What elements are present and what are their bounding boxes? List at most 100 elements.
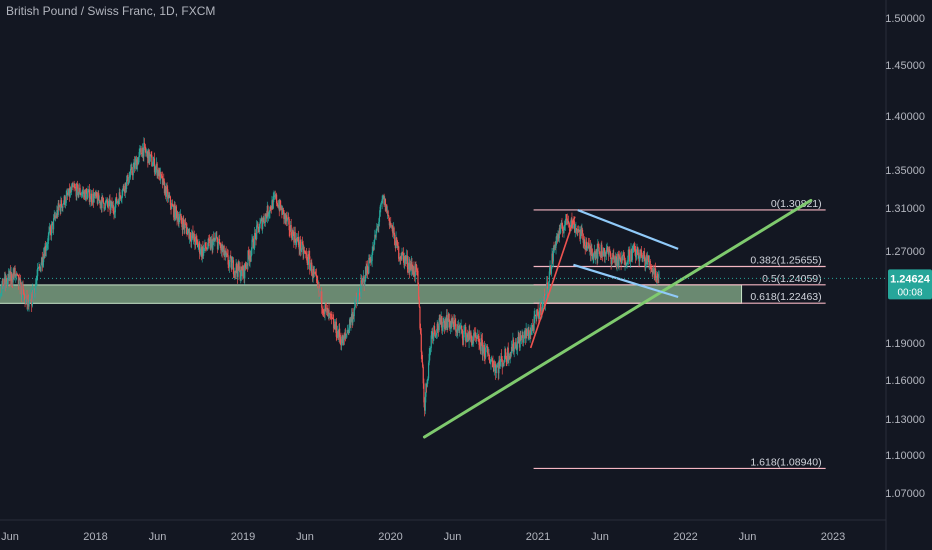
candle	[385, 204, 387, 211]
candle	[410, 263, 412, 270]
candle	[423, 402, 426, 411]
candle	[647, 255, 649, 261]
candle	[206, 248, 208, 250]
candle	[430, 335, 432, 349]
candle	[520, 336, 523, 341]
candle	[112, 205, 114, 209]
candle	[603, 248, 605, 252]
candle	[599, 255, 602, 258]
candle	[90, 193, 92, 200]
candle	[412, 266, 414, 275]
candle	[419, 306, 421, 329]
candle	[247, 250, 249, 266]
candle	[568, 223, 570, 226]
candle	[177, 217, 179, 221]
candle	[241, 266, 243, 271]
candle	[408, 262, 410, 273]
candle	[56, 210, 59, 215]
candle	[295, 240, 297, 246]
candle	[221, 244, 223, 252]
candle	[72, 184, 74, 187]
candle	[613, 257, 616, 259]
candle	[33, 288, 35, 291]
candle	[258, 228, 260, 233]
candle	[31, 294, 33, 306]
x-tick-label: 2018	[83, 531, 107, 543]
candle	[638, 252, 640, 262]
candle	[169, 196, 171, 205]
y-tick-label: 1.35000	[885, 165, 925, 177]
candle	[137, 160, 139, 165]
candle	[441, 327, 444, 331]
candle	[104, 201, 106, 209]
candle	[242, 266, 245, 277]
candle	[187, 230, 189, 235]
candle	[110, 203, 112, 210]
candle	[528, 329, 530, 339]
candle	[508, 355, 511, 360]
candle	[357, 292, 359, 297]
candle	[545, 294, 547, 297]
candle	[287, 217, 289, 219]
candle	[398, 258, 400, 260]
candle	[432, 334, 434, 339]
candle	[278, 204, 280, 211]
candle	[76, 184, 79, 185]
candle	[415, 264, 417, 266]
candle	[548, 282, 550, 289]
candle	[507, 347, 509, 361]
candle	[121, 195, 123, 199]
candle	[74, 186, 76, 188]
candle	[293, 232, 296, 243]
candle	[70, 190, 72, 192]
candle	[313, 268, 315, 274]
candle	[481, 339, 483, 355]
candle	[165, 187, 168, 197]
candle	[326, 308, 328, 309]
candle	[10, 273, 12, 281]
candle	[222, 246, 225, 250]
candle	[362, 277, 364, 282]
candle	[78, 187, 81, 193]
candle	[579, 229, 582, 239]
candle	[589, 246, 591, 250]
candle	[516, 341, 519, 350]
candle	[538, 310, 541, 320]
candle	[88, 189, 91, 203]
candle	[459, 327, 462, 329]
candle	[266, 205, 268, 219]
candle	[423, 383, 425, 403]
candle	[509, 352, 511, 360]
candle	[123, 185, 125, 190]
candle	[21, 284, 23, 298]
candle	[564, 225, 566, 229]
candle	[440, 316, 442, 325]
candle	[275, 194, 278, 204]
candle	[26, 295, 28, 305]
candle	[23, 294, 25, 296]
candle	[343, 336, 345, 339]
candle	[159, 169, 161, 181]
candle	[172, 205, 174, 207]
candle	[217, 241, 219, 250]
candle	[500, 356, 502, 362]
candle	[39, 266, 41, 268]
candle	[600, 244, 602, 258]
candle	[624, 262, 626, 265]
candle	[321, 291, 323, 308]
candle	[380, 204, 382, 207]
candle	[244, 263, 246, 279]
candle	[556, 235, 558, 241]
candle	[451, 322, 453, 327]
candle	[294, 232, 296, 241]
candle	[473, 333, 475, 337]
candle	[33, 290, 35, 299]
candle	[616, 260, 618, 268]
candle	[186, 227, 188, 235]
candle	[513, 348, 515, 352]
candle	[283, 213, 286, 219]
candle	[19, 279, 21, 295]
candle	[309, 256, 311, 270]
candle	[461, 325, 463, 330]
